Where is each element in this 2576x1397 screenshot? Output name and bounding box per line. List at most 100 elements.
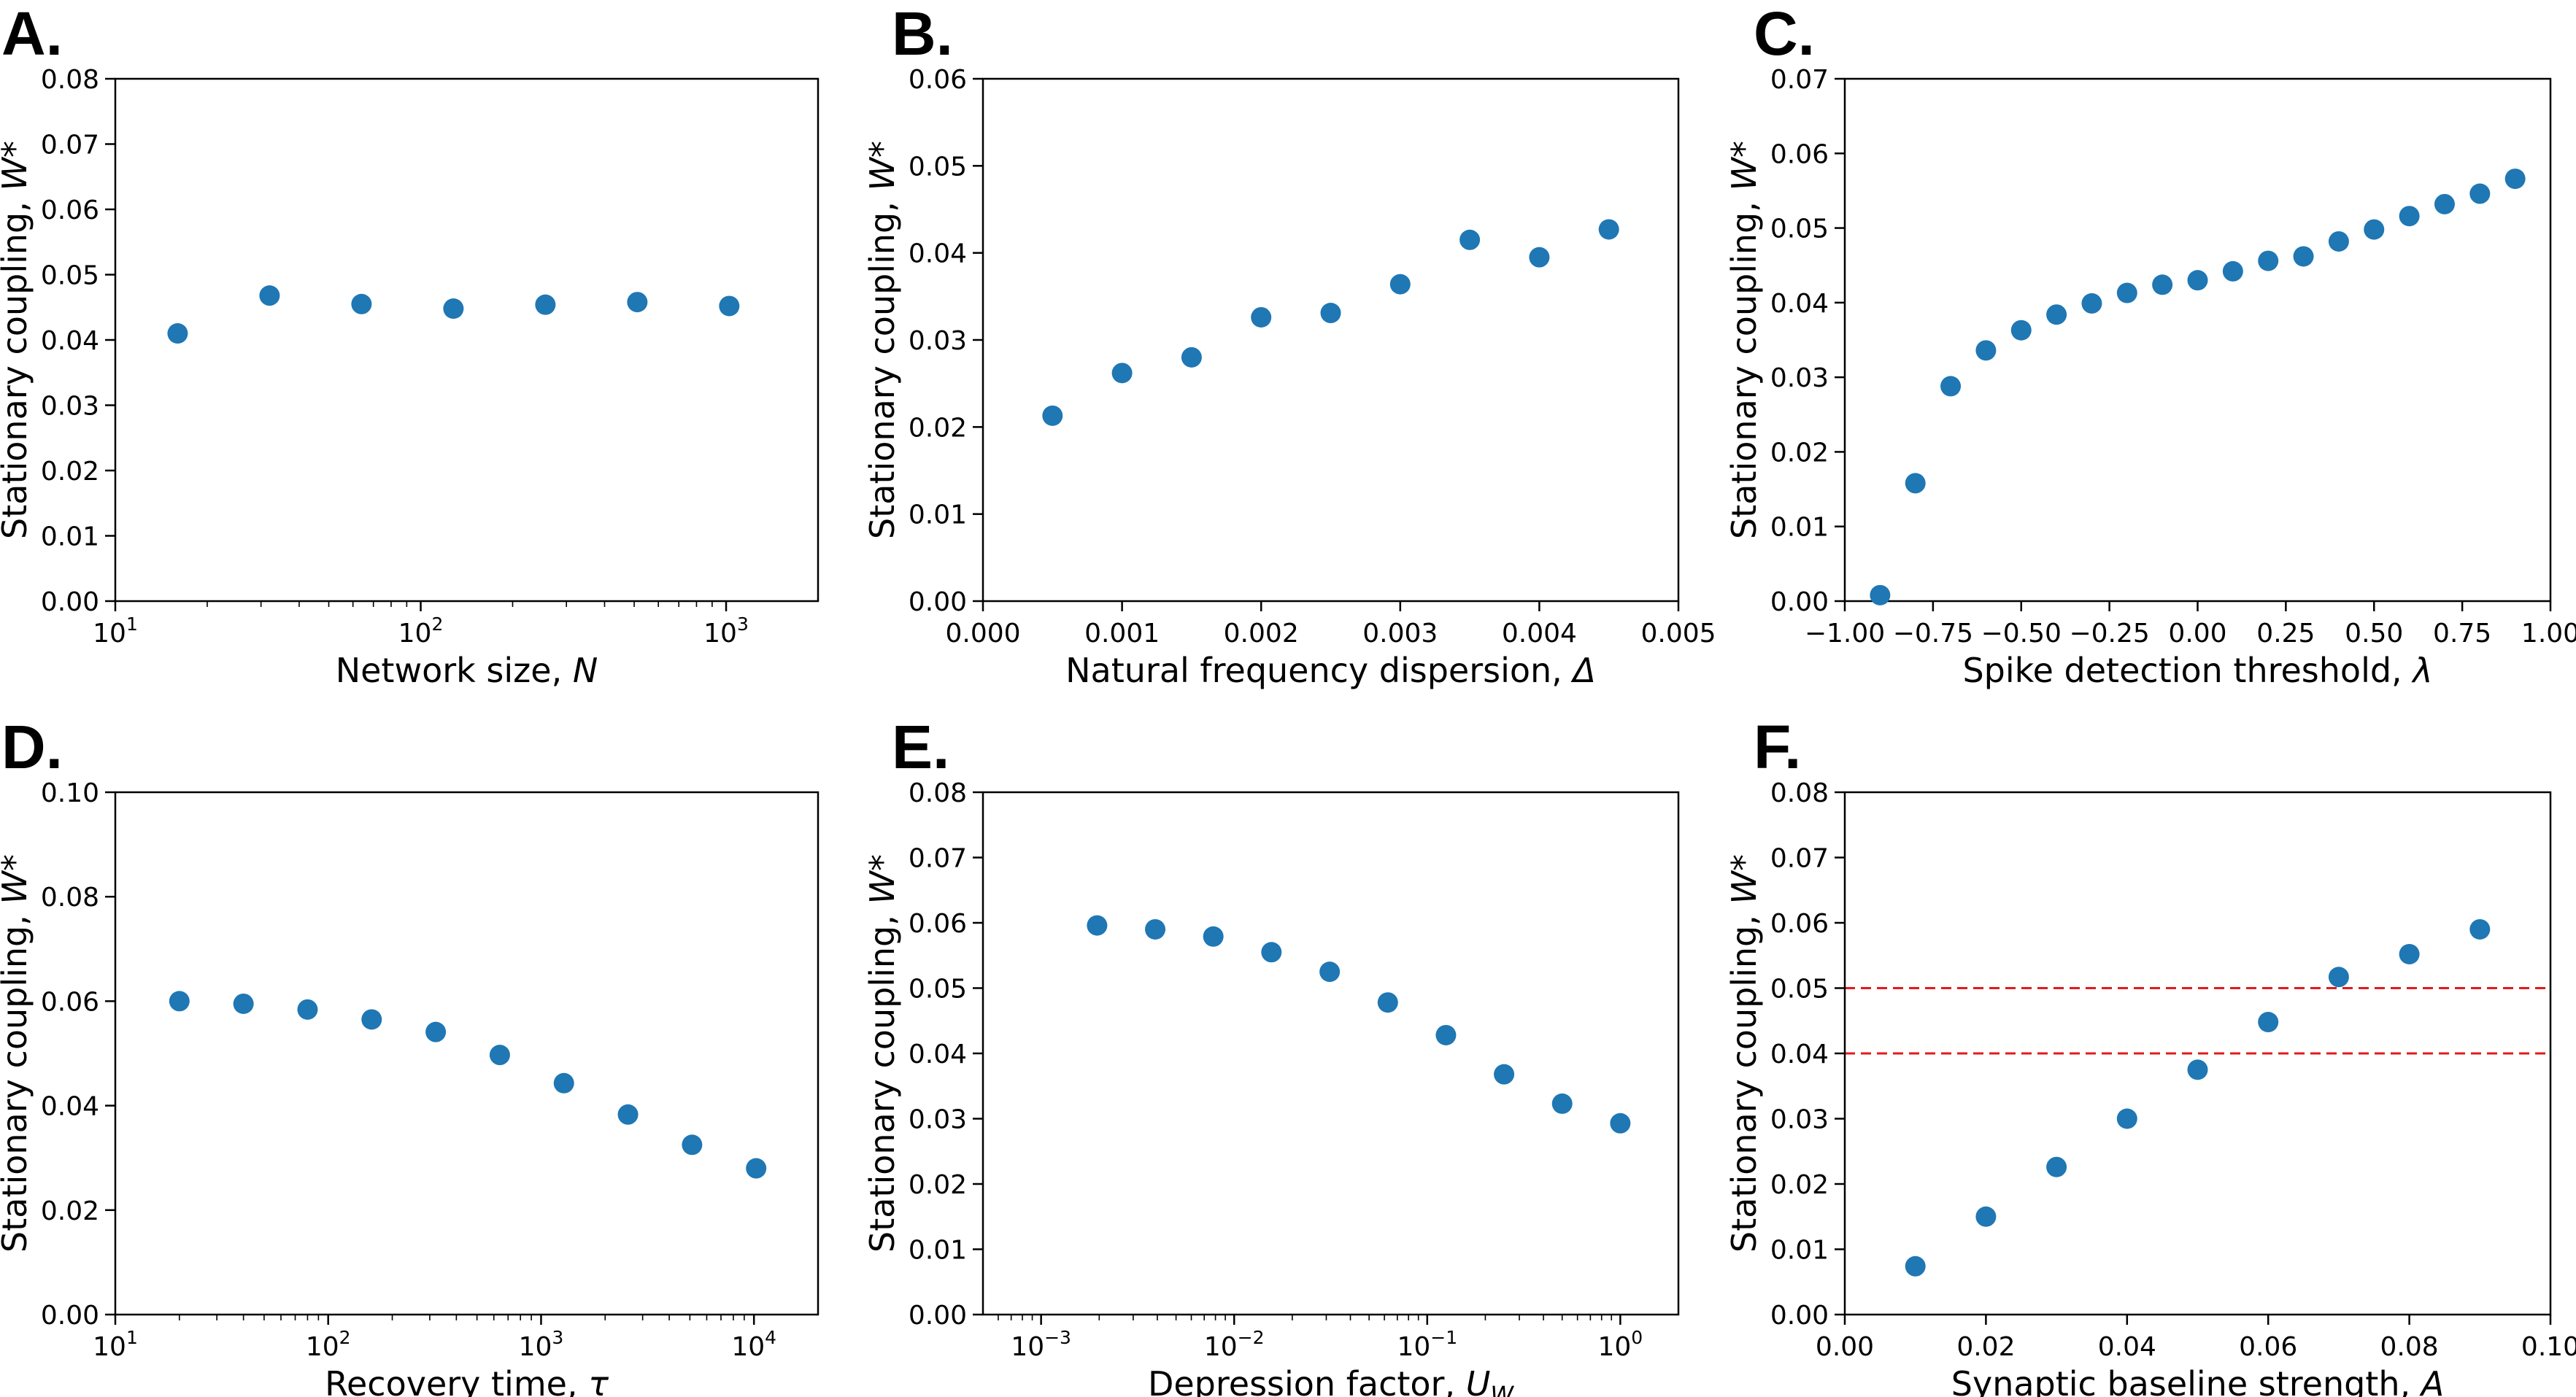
x-tick-label: 101 [93, 614, 138, 649]
data-point [1251, 306, 1272, 328]
data-point [1940, 376, 1962, 397]
x-axis-label: Natural frequency dispersion, Δ [1065, 651, 1596, 690]
y-tick-label: 0.08 [1770, 778, 1829, 808]
data-point [2504, 169, 2526, 190]
x-tick-label: 104 [731, 1327, 776, 1362]
data-point [1435, 1024, 1457, 1045]
y-axis-label: Stationary coupling, W* [0, 854, 34, 1253]
y-tick-label: 0.01 [41, 522, 99, 552]
y-tick-label: 0.03 [909, 326, 967, 356]
y-tick-label: 0.06 [1770, 909, 1829, 939]
plot-frame [982, 791, 1680, 1316]
y-tick-label: 0.02 [909, 1170, 967, 1200]
x-tick-label: 0.50 [2345, 619, 2403, 649]
y-tick-label: 0.02 [41, 457, 99, 487]
data-point [2399, 206, 2420, 227]
y-tick-label: 0.05 [909, 975, 967, 1005]
data-point [1377, 992, 1398, 1013]
data-point [2258, 250, 2279, 271]
data-point [2152, 274, 2173, 295]
y-tick-label: 0.03 [909, 1105, 967, 1135]
y-tick-label: 0.04 [909, 239, 967, 269]
data-point [2258, 1012, 2279, 1033]
panel-b: B. 0.000 0.001 0.002 0.003 0.004 0.005 0.00 0.01… [863, 0, 1716, 690]
y-tick-label: 0.01 [1770, 513, 1829, 543]
x-tick-label: 0.004 [1502, 619, 1577, 649]
plot-frame [114, 791, 820, 1316]
y-tick-label: 0.05 [909, 152, 967, 182]
data-point [617, 1104, 639, 1125]
x-tick-label: 0.000 [945, 619, 1020, 649]
x-tick-label: 103 [703, 614, 749, 649]
data-point [2187, 270, 2208, 291]
y-tick-label: 0.03 [1770, 1105, 1829, 1135]
data-point [2469, 918, 2491, 940]
data-point [2469, 183, 2491, 204]
panel-label: A. [1, 0, 63, 68]
data-point [169, 991, 190, 1012]
data-point [1389, 274, 1411, 295]
x-tick-label: 0.00 [1816, 1332, 1874, 1362]
y-tick-label: 0.08 [909, 778, 967, 808]
y-tick-label: 0.06 [1770, 139, 1829, 169]
x-tick-label: 102 [398, 614, 444, 649]
x-tick-label: 0.25 [2256, 619, 2315, 649]
y-tick-label: 0.03 [41, 392, 99, 422]
data-point [297, 999, 318, 1020]
data-point [351, 293, 372, 314]
panel-label: D. [1, 713, 63, 781]
x-tick-label: 101 [93, 1327, 138, 1362]
y-tick-label: 0.07 [909, 844, 967, 874]
x-tick-label: 100 [1597, 1327, 1643, 1362]
y-tick-label: 0.01 [909, 1236, 967, 1266]
y-tick-label: 0.04 [41, 1092, 99, 1122]
panel-label: F. [1754, 713, 1801, 781]
data-point [1975, 1206, 1997, 1227]
x-tick-label: 0.04 [2098, 1332, 2156, 1362]
x-tick-label: 0.002 [1224, 619, 1299, 649]
data-point [489, 1045, 510, 1066]
y-tick-label: 0.00 [1770, 1301, 1829, 1331]
panel-f: F. 0.00 0.02 0.04 0.06 0.08 0.10 0.00 0.01 0.02 0.… [1724, 713, 2576, 1397]
data-point [2116, 1108, 2137, 1129]
x-tick-label: 0.75 [2433, 619, 2491, 649]
x-tick-label: 0.001 [1084, 619, 1160, 649]
data-point [1087, 915, 1108, 936]
x-tick-label: 0.02 [1956, 1332, 2015, 1362]
data-point [1870, 584, 1891, 605]
plot-frame [982, 77, 1680, 603]
data-point [627, 292, 648, 313]
data-point [2399, 943, 2420, 964]
y-tick-label: 0.02 [1770, 438, 1829, 468]
panel-d: D. 101 102 103 104 0.00 0.02 0.04 0.06 0.08 0.10 Re… [0, 713, 820, 1397]
y-tick-label: 0.04 [909, 1040, 967, 1069]
data-point [1459, 229, 1481, 250]
data-point [425, 1021, 447, 1042]
y-tick-label: 0.00 [909, 587, 967, 617]
y-tick-label: 0.02 [1770, 1170, 1829, 1200]
y-tick-label: 0.00 [41, 587, 99, 617]
y-tick-label: 0.01 [1770, 1236, 1829, 1266]
data-point [1610, 1112, 1631, 1134]
data-point [2293, 246, 2314, 267]
data-point [1598, 219, 1619, 240]
x-axis-label: Network size, N [336, 651, 598, 690]
data-point [719, 295, 740, 317]
x-tick-label: 0.00 [2168, 619, 2226, 649]
data-point [1111, 363, 1133, 384]
y-tick-label: 0.07 [1770, 65, 1829, 95]
x-tick-label: −0.50 [1981, 619, 2062, 649]
x-tick-label: −0.75 [1893, 619, 1973, 649]
data-point [259, 285, 280, 306]
y-tick-label: 0.05 [1770, 975, 1829, 1005]
data-point [361, 1009, 382, 1030]
data-point [1261, 942, 1282, 963]
y-tick-label: 0.02 [41, 1196, 99, 1226]
y-axis-label: Stationary coupling, W* [1724, 854, 1764, 1253]
data-point [1145, 918, 1166, 940]
data-point [1905, 473, 1926, 494]
y-axis-label: Stationary coupling, W* [863, 854, 902, 1253]
y-tick-label: 0.07 [1770, 844, 1829, 874]
y-tick-label: 0.01 [909, 500, 967, 530]
y-tick-label: 0.03 [1770, 363, 1829, 393]
